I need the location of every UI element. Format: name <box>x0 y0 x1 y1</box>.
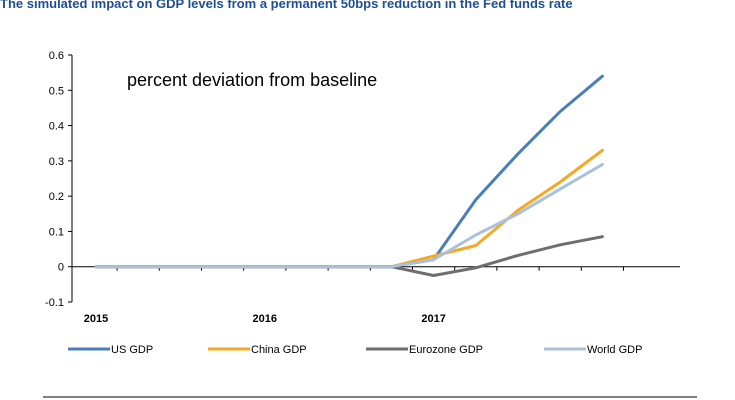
legend-label: World GDP <box>587 344 642 356</box>
y-tick-label: 0 <box>58 262 64 274</box>
chart-title: The simulated impact on GDP levels from … <box>0 0 573 11</box>
legend-label: US GDP <box>111 344 153 356</box>
x-tick-label: 2017 <box>421 313 445 325</box>
y-tick-label: 0.4 <box>49 121 64 133</box>
series-line-us-gdp <box>94 74 604 269</box>
series-lines <box>94 74 604 277</box>
legend-label: China GDP <box>251 344 307 356</box>
x-tick-label: 2015 <box>84 313 108 325</box>
y-tick-label: 0.5 <box>49 85 64 97</box>
y-tick-label: 0.1 <box>49 226 64 238</box>
series-line-world-gdp <box>94 162 604 269</box>
x-tick-label: 2016 <box>253 313 277 325</box>
y-tick-label: -0.1 <box>45 297 64 309</box>
y-tick-label: 0.6 <box>49 50 64 62</box>
legend-label: Eurozone GDP <box>409 344 483 356</box>
legend: US GDP China GDP Eurozone GDP World GDP <box>68 344 642 356</box>
y-tick-label: 0.2 <box>49 191 64 203</box>
y-tick-label: 0.3 <box>49 156 64 168</box>
chart-annotation: percent deviation from baseline <box>127 70 377 90</box>
series-line-eurozone-gdp <box>94 235 604 277</box>
